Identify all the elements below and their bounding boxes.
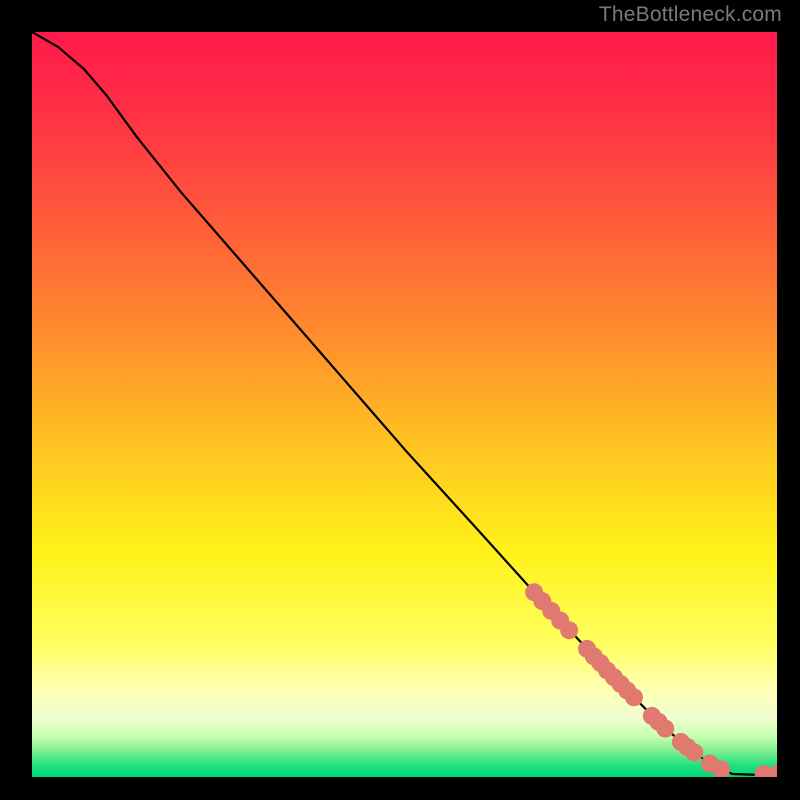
data-marker [625,688,643,706]
data-marker [656,720,674,738]
data-marker [560,621,578,639]
gradient-background [32,32,777,777]
plot-area [32,32,777,777]
chart-svg [32,32,777,777]
attribution-text: TheBottleneck.com [599,3,782,27]
data-marker [685,743,703,761]
